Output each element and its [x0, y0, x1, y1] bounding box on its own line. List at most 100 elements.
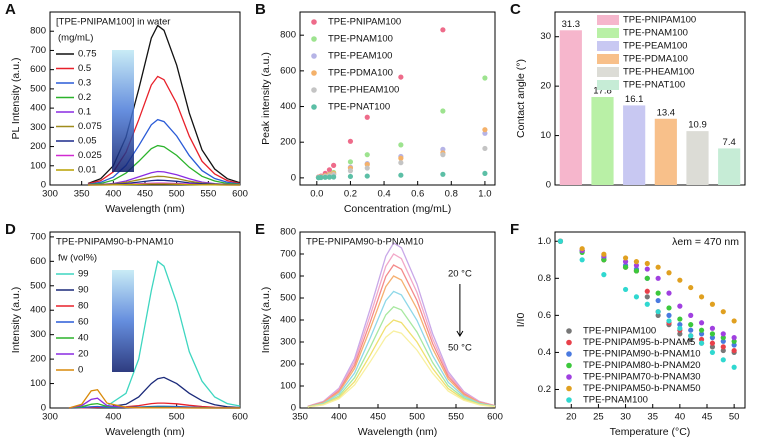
y-tick-label: 0 [291, 403, 296, 414]
legend-label: TPE-PHEAM100 [328, 85, 399, 96]
y-tick-label: 600 [280, 65, 296, 76]
data-point [720, 344, 726, 350]
spectrum-line [87, 118, 241, 186]
legend-label: TPE-PDMA100 [623, 54, 688, 65]
y-tick-label: 800 [30, 26, 46, 37]
x-tick-label: 35 [647, 412, 658, 423]
legend-label: TPE-PNIPAM100 [623, 15, 696, 26]
y-axis-label: Intensity (a.u.) [10, 287, 22, 354]
x-tick-label: 0.2 [344, 189, 357, 200]
y-tick-label: 200 [30, 354, 46, 365]
y-tick-label: 600 [30, 256, 46, 267]
legend-label: 0.5 [78, 63, 91, 74]
inset-photo [112, 50, 134, 172]
data-point [655, 264, 661, 270]
data-point [709, 335, 716, 341]
spectrum-line [307, 253, 496, 408]
data-point [601, 251, 607, 257]
y-tick-label: 500 [280, 293, 296, 304]
y-tick-label: 100 [30, 378, 46, 389]
data-point [720, 347, 726, 354]
spectrum-line [68, 388, 240, 409]
data-point [633, 262, 640, 268]
legend-marker [311, 104, 317, 110]
x-tick-label: 30 [620, 412, 631, 423]
y-tick-label: 100 [280, 381, 296, 392]
y-tick-label: 200 [30, 141, 46, 152]
panel-letter: D [5, 221, 16, 238]
spectrum-line [307, 275, 496, 408]
data-point [655, 290, 661, 296]
legend-marker [311, 36, 317, 42]
data-point [622, 259, 629, 265]
legend-marker [311, 53, 317, 59]
data-point [666, 290, 672, 296]
spectrum-line [87, 144, 241, 186]
spectrum-line [307, 306, 496, 408]
legend-marker [311, 87, 317, 93]
arrow [456, 284, 464, 337]
x-tick-label: 300 [42, 412, 58, 423]
data-point [677, 303, 683, 309]
legend-marker [566, 362, 572, 369]
legend-title: (mg/mL) [58, 33, 93, 44]
x-tick-label: 50 [729, 412, 740, 423]
x-tick-label: 40 [675, 412, 686, 423]
data-point [482, 75, 488, 81]
legend-label: TPE-PNIPAM70-b-PNAM30 [583, 372, 701, 383]
y-tick-label: 1.0 [538, 236, 551, 247]
annotation: λem = 470 nm [672, 236, 739, 248]
data-point [326, 174, 333, 180]
x-tick-label: 600 [487, 412, 503, 423]
bar [623, 105, 646, 185]
legend-marker [566, 328, 572, 334]
spectrum-line [307, 290, 496, 408]
bar-value-label: 10.9 [688, 120, 707, 131]
bar-value-label: 31.3 [562, 19, 581, 30]
data-point [622, 255, 629, 261]
legend-label: TPE-PNIPAM80-b-PNAM20 [583, 360, 701, 371]
y-tick-label: 0.4 [538, 347, 551, 358]
data-point [331, 174, 337, 180]
x-tick-label: 450 [137, 189, 153, 200]
y-tick-label: 800 [280, 227, 296, 238]
y-tick-label: 600 [30, 64, 46, 75]
spectrum-line [307, 242, 496, 407]
data-point [698, 320, 705, 326]
data-point [644, 260, 650, 267]
x-tick-label: 550 [448, 412, 464, 423]
data-point [322, 174, 328, 180]
data-point [720, 338, 726, 344]
plot-frame [299, 231, 496, 409]
x-tick-label: 600 [232, 189, 248, 200]
x-tick-label: 400 [331, 412, 347, 423]
data-point [731, 342, 737, 348]
data-point [666, 305, 672, 311]
x-tick-label: 300 [42, 189, 58, 200]
data-point [601, 257, 607, 263]
data-point [655, 309, 661, 315]
legend-marker [566, 374, 572, 380]
data-point [666, 312, 672, 318]
data-point [688, 327, 694, 333]
data-point [688, 284, 694, 291]
data-point [440, 171, 446, 177]
x-tick-label: 350 [74, 189, 90, 200]
data-point [709, 340, 716, 346]
x-tick-label: 0.6 [411, 189, 424, 200]
x-tick-label: 500 [169, 412, 185, 423]
data-point [633, 268, 640, 274]
y-tick-label: 0.8 [538, 273, 551, 284]
legend-marker [311, 70, 317, 76]
data-point [347, 138, 354, 144]
legend-label: 60 [78, 317, 89, 328]
panel-title: TPE-PNIPAM90-b-PNAM10 [56, 237, 174, 248]
data-point [709, 331, 716, 337]
y-axis-label: Intensity (a.u.) [260, 287, 272, 354]
legend-label: 0.1 [78, 107, 91, 118]
data-point [347, 168, 354, 174]
data-point [677, 325, 683, 331]
data-point [655, 312, 661, 318]
data-point [633, 294, 640, 300]
